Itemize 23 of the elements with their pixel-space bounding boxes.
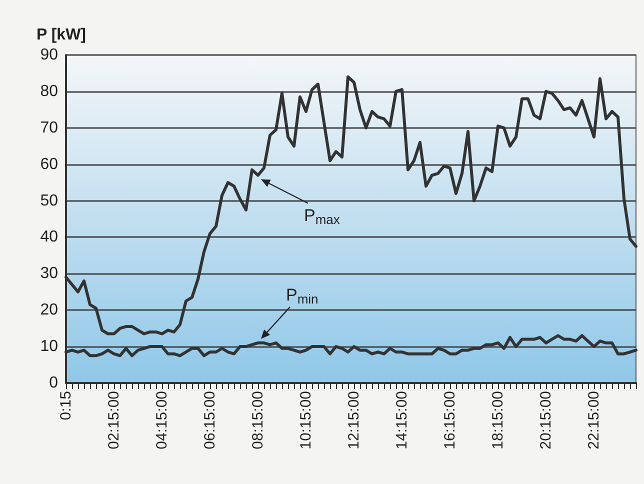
y-tick-label: 80 [40, 82, 58, 100]
y-tick-label: 70 [40, 119, 58, 136]
x-tick-label: 20:15:00 [538, 391, 554, 450]
x-tick-label: 08:15:00 [250, 391, 266, 450]
x-tick-label: 04:15:00 [154, 391, 170, 450]
x-tick-label: 18:15:00 [490, 391, 506, 450]
x-tick-label: 10:15:00 [298, 391, 314, 450]
x-tick-label: 16:15:00 [442, 391, 458, 450]
y-axis-title: P [kW] [36, 26, 86, 44]
y-tick-label: 0 [49, 374, 58, 392]
y-tick-label: 50 [40, 192, 58, 210]
x-tick-label: 06:15:00 [202, 391, 218, 450]
x-tick-label: 0:15 [58, 391, 74, 420]
y-tick-label: 20 [40, 302, 58, 319]
y-tick-label: 90 [40, 46, 58, 64]
x-tick-label: 02:15:00 [106, 391, 122, 450]
y-tick-label: 10 [40, 338, 58, 356]
x-tick-label: 22:15:00 [586, 391, 602, 450]
y-tick-label: 40 [40, 228, 58, 246]
x-tick-label: 14:15:00 [394, 391, 410, 450]
x-tick-label: 12:15:00 [346, 391, 362, 450]
y-tick-label: 60 [40, 156, 58, 173]
y-tick-label: 30 [40, 265, 58, 282]
